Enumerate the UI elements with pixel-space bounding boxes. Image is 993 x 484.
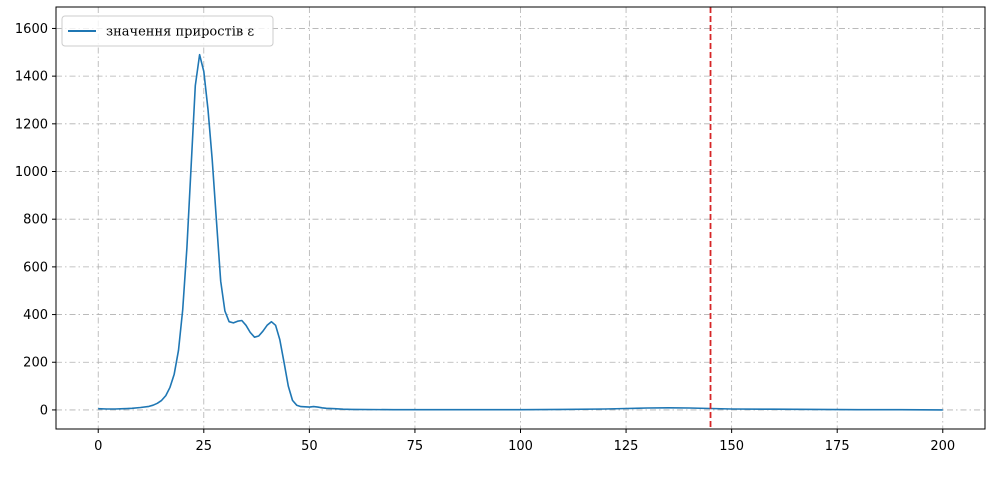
y-tick-label: 800: [23, 213, 48, 228]
x-tick-label: 75: [407, 439, 424, 454]
series-line: [98, 53, 943, 411]
x-tick-label: 125: [614, 439, 639, 454]
legend-box: [61, 15, 274, 47]
x-tick-label: 175: [825, 439, 850, 454]
y-tick-label: 0: [40, 403, 48, 418]
y-tick-label: 400: [23, 308, 48, 323]
legend-label: значення приростів ε: [106, 25, 254, 40]
x-tick-label: 200: [930, 439, 955, 454]
x-axis-ticks: 0 25 50 75 100 125 150 175 200: [94, 429, 955, 454]
y-axis-ticks: 0 200 400 600 800 1000 1200 1400 1600: [15, 22, 56, 418]
y-tick-label: 200: [23, 356, 48, 371]
x-tick-label: 50: [301, 439, 318, 454]
x-tick-label: 100: [508, 439, 533, 454]
x-tick-label: 25: [196, 439, 213, 454]
y-tick-label: 1600: [15, 22, 48, 37]
x-tick-label: 0: [94, 439, 102, 454]
legend: значення приростів ε: [61, 15, 274, 47]
series-layer: [98, 53, 943, 411]
x-tick-label: 150: [719, 439, 744, 454]
y-tick-label: 1400: [15, 70, 48, 85]
y-tick-label: 1200: [15, 117, 48, 132]
y-tick-label: 1000: [15, 165, 48, 180]
y-tick-label: 600: [23, 260, 48, 275]
